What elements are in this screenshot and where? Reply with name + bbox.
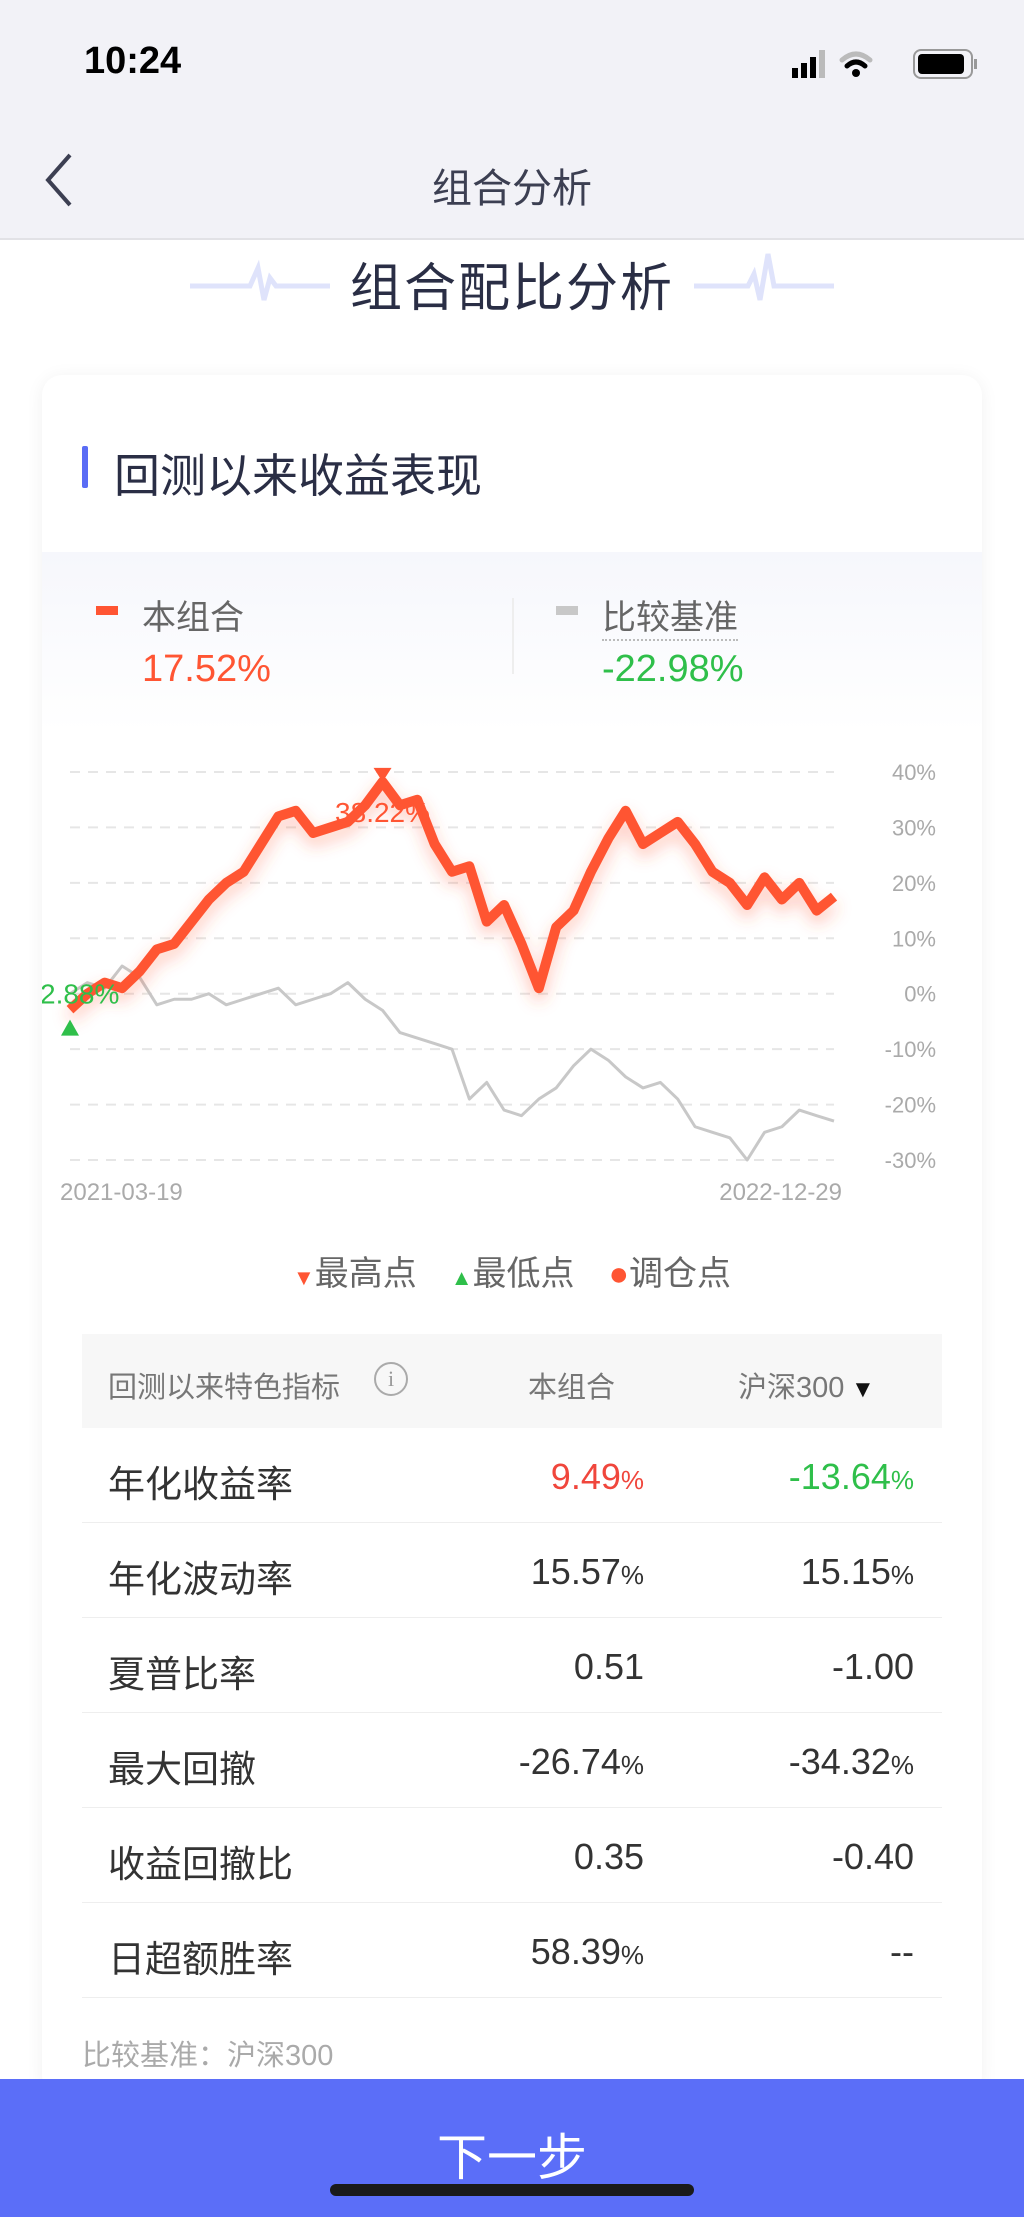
portfolio-return: 17.52% <box>142 648 271 690</box>
benchmark-value: -- <box>890 1931 914 1972</box>
y-tick-label: 30% <box>892 815 936 840</box>
x-tick-end: 2022-12-29 <box>719 1179 842 1206</box>
table-row: 夏普比率 0.51 -1.00 <box>82 1618 942 1713</box>
footnote: 比较基准：沪深300 <box>82 2040 334 2072</box>
benchmark-value: -13.64% <box>788 1456 914 1497</box>
status-time: 10:24 <box>84 40 182 82</box>
max-point-marker <box>373 767 392 782</box>
marker-legend-max: ▼最高点 <box>292 1255 417 1293</box>
battery-icon <box>913 49 977 79</box>
y-tick-label: -20% <box>885 1093 936 1118</box>
info-icon[interactable]: i <box>374 1362 408 1396</box>
x-tick-start: 2021-03-19 <box>60 1179 183 1206</box>
title-accent-bar <box>82 446 88 488</box>
portfolio-value: 15.57% <box>530 1551 644 1592</box>
benchmark-return: -22.98% <box>602 648 744 690</box>
y-tick-label: -30% <box>885 1148 936 1173</box>
header-portfolio: 本组合 <box>528 1372 616 1404</box>
marker-legend-min: ▲最低点 <box>450 1255 575 1293</box>
home-indicator <box>330 2184 694 2196</box>
return-chart: 40% 30% 20% 10% 0% -10% -20% -30% 38.22% 2.88% 2… <box>40 760 936 1206</box>
portfolio-value: -26.74% <box>518 1741 644 1782</box>
metric-label: 年化收益率 <box>108 1464 293 1505</box>
y-tick-label: 10% <box>892 926 936 951</box>
benchmark-value: -34.32% <box>788 1741 914 1782</box>
portfolio-legend-swatch <box>96 606 118 615</box>
y-tick-label: 0% <box>904 982 936 1007</box>
metric-label: 年化波动率 <box>108 1559 293 1600</box>
metric-label: 最大回撤 <box>108 1749 256 1790</box>
marker-legend: ▼最高点 ▲最低点 ●调仓点 <box>0 1246 1024 1295</box>
benchmark-value: 15.15% <box>800 1551 914 1592</box>
wifi-icon <box>839 51 873 77</box>
y-tick-label: -10% <box>885 1037 936 1062</box>
benchmark-legend-label[interactable]: 比较基准 <box>602 590 738 641</box>
benchmark-value: -1.00 <box>831 1646 914 1687</box>
metric-label: 日超额胜率 <box>108 1939 293 1980</box>
table-row: 年化收益率 9.49% -13.64% <box>82 1428 942 1523</box>
nav-title: 组合分析 <box>432 167 592 211</box>
min-marker-icon: ▲ <box>450 1265 473 1290</box>
benchmark-selector[interactable]: 沪深300 ▼ <box>738 1372 875 1404</box>
legend-divider <box>512 598 514 674</box>
signal-icon <box>792 50 825 78</box>
max-point-label: 38.22% <box>335 797 430 828</box>
benchmark-line <box>69 964 835 1162</box>
table-header <box>82 1334 942 1428</box>
portfolio-value: 58.39% <box>530 1931 644 1972</box>
table-row: 日超额胜率 58.39% -- <box>82 1903 942 1998</box>
min-point-marker <box>61 1019 79 1036</box>
metric-label: 夏普比率 <box>108 1654 256 1695</box>
card-title: 回测以来收益表现 <box>114 450 482 502</box>
portfolio-value: 9.49% <box>550 1456 644 1497</box>
top-bar <box>0 0 1024 240</box>
dropdown-caret-icon: ▼ <box>844 1376 875 1403</box>
section-title: 组合配比分析 <box>349 260 674 318</box>
table-row: 收益回撤比 0.35 -0.40 <box>82 1808 942 1903</box>
portfolio-legend-label: 本组合 <box>142 599 244 637</box>
status-icons <box>792 49 977 79</box>
benchmark-value: -0.40 <box>831 1836 914 1877</box>
portfolio-value: 0.35 <box>573 1836 644 1877</box>
rebalance-dot-icon: ● <box>608 1255 630 1293</box>
metric-label: 收益回撤比 <box>108 1844 293 1885</box>
table-row: 年化波动率 15.57% 15.15% <box>82 1523 942 1618</box>
max-marker-icon: ▼ <box>292 1265 315 1290</box>
back-icon[interactable] <box>40 150 80 210</box>
y-tick-label: 40% <box>892 760 936 785</box>
min-point-label: 2.88% <box>40 979 119 1010</box>
heartbeat-decoration <box>190 253 834 301</box>
next-button-label: 下一步 <box>437 2130 587 2186</box>
benchmark-legend-swatch <box>556 606 578 615</box>
portfolio-value: 0.51 <box>573 1646 644 1687</box>
portfolio-line <box>66 776 838 1014</box>
marker-legend-rebalance: ●调仓点 <box>608 1255 732 1293</box>
table-row: 最大回撤 -26.74% -34.32% <box>82 1713 942 1808</box>
header-metric: 回测以来特色指标 <box>108 1372 341 1404</box>
y-tick-label: 20% <box>892 871 936 896</box>
